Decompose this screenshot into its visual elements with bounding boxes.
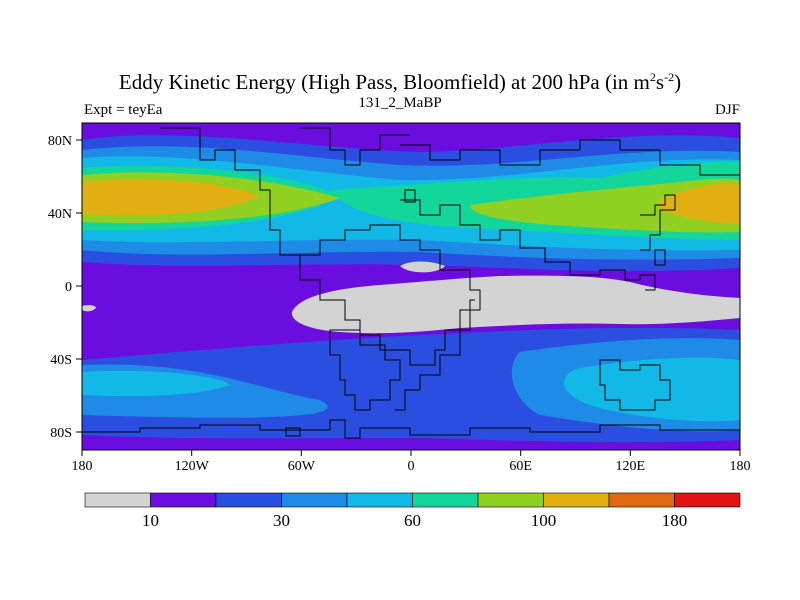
- colorbar-swatch-5: [412, 492, 479, 508]
- colorbar-swatch-2: [215, 492, 282, 508]
- lon-label-60e: 60E: [509, 459, 532, 474]
- tropics-low-island: [400, 261, 445, 273]
- colorbar-label-100: 100: [531, 511, 557, 530]
- nh-band-180-right: [470, 178, 740, 233]
- sh-band-100-west: [82, 370, 230, 397]
- colorbar-swatch-4: [346, 492, 413, 508]
- colorbar-swatch-8: [608, 492, 675, 508]
- colorbar-swatch-9: [674, 492, 741, 508]
- season-label: DJF: [714, 102, 740, 118]
- lon-label-60w: 60W: [288, 459, 316, 474]
- colorbar-label-30: 30: [273, 511, 290, 530]
- greenland-coast: [300, 127, 410, 166]
- experiment-label: Expt = teyEa: [84, 102, 163, 118]
- colorbar-label-180: 180: [662, 511, 688, 530]
- north-america-coast: [160, 127, 475, 366]
- colorbar-swatch-6: [477, 492, 544, 508]
- antarctica-coast: [82, 419, 740, 439]
- latitude-axis: 80N 40N 0 40S 80S: [48, 134, 82, 441]
- colorbar-swatch-3: [281, 492, 348, 508]
- tropics-low: [291, 275, 740, 334]
- colorbar-swatch-0: [84, 492, 151, 508]
- colorbar: [84, 492, 741, 508]
- lon-label-0: 0: [408, 459, 415, 474]
- colorbar-label-10: 10: [142, 511, 159, 530]
- nh-core-left: [82, 179, 260, 216]
- map-subtitle: 131_2_MaBP: [358, 95, 442, 111]
- eurasia-coast: [400, 139, 740, 176]
- eke-field: [82, 123, 740, 450]
- australia-coast: [599, 359, 671, 411]
- uk-coast: [404, 189, 416, 203]
- lat-label-40n: 40N: [48, 207, 72, 222]
- lon-label-180e: 180: [730, 459, 751, 474]
- lon-label-180w: 180: [72, 459, 93, 474]
- lat-label-80s: 80S: [50, 426, 72, 441]
- lon-label-120w: 120W: [175, 459, 210, 474]
- asia-east-coast: [640, 194, 676, 251]
- coastlines: [82, 127, 740, 439]
- sh-band-100-east: [563, 357, 740, 422]
- colorbar-label-60: 60: [404, 511, 421, 530]
- map-title: Eddy Kinetic Energy (High Pass, Bloomfie…: [118, 70, 682, 94]
- longitude-axis: 180 120W 60W 0 60E 120E 180: [72, 450, 751, 474]
- africa-coast: [300, 224, 481, 411]
- lat-label-80n: 80N: [48, 134, 72, 149]
- caribbean-coast: [285, 427, 301, 437]
- lon-label-120e: 120E: [616, 459, 646, 474]
- lat-label-0: 0: [65, 280, 72, 295]
- nh-core-right: [660, 183, 740, 224]
- lat-label-40s: 40S: [50, 353, 72, 368]
- colorbar-swatch-7: [543, 492, 610, 508]
- europe-med-coast: [400, 199, 656, 291]
- tropics-low-west: [82, 304, 96, 312]
- colorbar-labels: 10 30 60 100 180: [142, 511, 687, 530]
- japan-coast: [654, 249, 666, 266]
- south-america-coast: [329, 329, 401, 411]
- colorbar-swatch-1: [150, 492, 217, 508]
